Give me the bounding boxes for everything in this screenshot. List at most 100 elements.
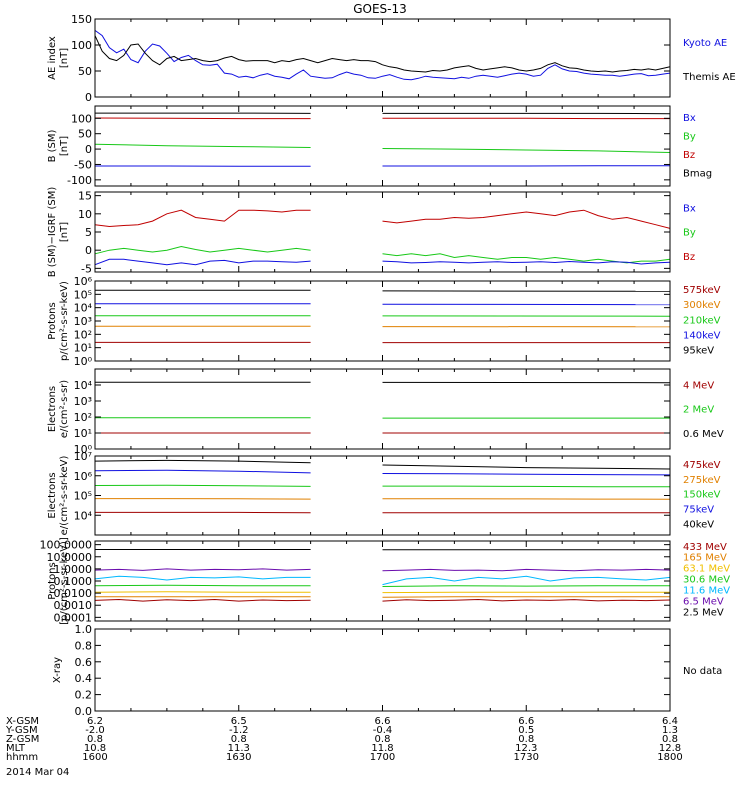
y-tick-label: 0.2 [75,689,93,702]
y-tick-label: 10¹ [74,342,92,355]
y-tick-label: 100 [71,39,92,52]
ephemeris-value: 6.2 [87,716,103,727]
series-protons_high-4-seg0 [94,591,311,593]
legend-entry: 165 MeV [683,553,727,564]
y-tick-label: 10⁶ [74,470,93,483]
y-tick-label: 10¹ [74,427,92,440]
y-tick-label: 0.6 [75,656,93,669]
y-tick-label: 10⁴ [74,379,93,392]
y-tick-label: 10⁵ [74,490,92,503]
y-tick-label: 10⁶ [74,275,93,288]
y-axis-unit: e/(cm²-s-sr) [59,380,70,438]
legend-entry: 140keV [683,330,721,341]
y-tick-label: 0.8 [75,639,93,652]
y-tick-label: 1.0 [75,623,93,636]
series-protons_high-2-seg0 [94,575,311,581]
ephemeris-value: 6.5 [231,716,247,727]
panel-protons_high: 0.00010.00100.01000.10001.000010.0000100… [40,537,731,625]
legend-entry: 6.5 MeV [683,597,724,608]
y-tick-label: 0.1000 [54,575,93,588]
ephemeris-value: 6.4 [662,716,678,727]
y-tick-label: 0.0001 [54,611,93,624]
y-tick-label: 10³ [74,315,92,328]
y-axis-label: B (SM)−IGRF (SM) [47,187,58,278]
y-axis-unit: [nT] [59,222,70,242]
y-tick-label: 10⁷ [74,450,92,463]
y-tick-label: 10² [74,328,92,341]
legend-entry: 433 MeV [683,542,727,553]
ephemeris-value: 11.3 [228,743,250,754]
legend-entry: 75keV [683,505,714,516]
series-protons_high-6-seg1 [382,598,671,602]
series-electrons_kev-2-seg0 [94,484,311,487]
legend-entry: 150keV [683,490,721,501]
ephemeris-value: -1.2 [229,725,249,736]
date-label: 2014 Mar 04 [6,767,69,778]
ephemeris-value: 1700 [370,752,395,763]
panel-electrons_mev: 10⁰ 10¹ 10² 10³ 10⁴ Electrons e/(cm²-s-sr) 4 Me… [47,368,724,456]
legend-entry: By [683,131,696,142]
series-bigrf-2-seg1 [382,260,671,265]
legend-entry: 2.5 MeV [683,608,724,619]
y-tick-label: 0.0 [75,705,93,718]
ephemeris-value: 0.8 [87,734,103,745]
ephemeris-value: 12.3 [515,743,537,754]
panel-frame [94,280,671,362]
y-axis-label: AE index [47,36,58,80]
y-tick-label: 50 [78,65,92,78]
series-ae-1-seg0 [94,35,671,73]
y-axis-label: X-ray [52,657,63,683]
ephemeris-value: -2.0 [85,725,105,736]
y-tick-label: 0 [85,143,92,156]
legend-entry: 210keV [683,315,721,326]
series-protons_high-1-seg0 [94,568,311,571]
panel-frame [94,628,671,712]
legend-entry: 30.6 MeV [683,575,730,586]
ephemeris-row-label: X-GSM [6,716,39,727]
ephemeris-row-label: MLT [6,743,26,754]
panel-ae: 0 50 100 150 AE index [nT] Kyoto AE Themis AE [47,13,736,104]
legend-entry: By [683,228,696,239]
y-tick-label: 10.0000 [47,551,93,564]
legend-entry: 11.6 MeV [683,586,730,597]
ephemeris-value: 6.6 [375,716,391,727]
y-tick-label: -5 [81,262,92,275]
no-data-note: No data [683,666,722,677]
series-electrons_kev-0-seg0 [94,459,311,464]
ephemeris-value: -0.4 [373,725,393,736]
y-tick-label: 5 [85,226,92,239]
series-protons_high-2-seg1 [382,575,671,586]
ephemeris-value: 1800 [657,752,682,763]
y-tick-label: 50 [78,128,92,141]
legend-entry: Bz [683,150,695,161]
series-bigrf-1-seg0 [94,245,311,255]
legend-entry: 275keV [683,475,721,486]
y-tick-label: 10² [74,411,92,424]
legend-entry: Bz [683,252,695,263]
panel-bigrf: -5 0 5 10 15 B (SM)−IGRF (SM) [nT] Bx By Bz [47,187,696,278]
y-axis-unit: [nT] [59,136,70,156]
y-tick-label: 10⁴ [74,302,93,315]
y-tick-label: 0.0010 [54,599,93,612]
y-axis-label: Protons [47,562,58,599]
ephemeris-value: 0.8 [518,734,534,745]
legend-entry: Themis AE [682,72,736,83]
ephemeris-value: 0.5 [518,725,534,736]
y-axis-unit: e/(cm²-s-sr-keV) [59,456,70,536]
y-tick-label: 1.0000 [54,563,93,576]
y-tick-label: 10⁴ [74,509,93,522]
panel-bsm: -100 -50 0 50 100 B (SM) [nT] Bx By Bz Bmag [47,105,712,187]
series-electrons_kev-1-seg0 [94,469,311,474]
y-axis-label: Protons [47,302,58,339]
ephemeris-value: 0.8 [231,734,247,745]
legend-entry: 2 MeV [683,405,714,416]
y-axis-unit: p/(cm²-s-sr-keV) [59,281,70,361]
ephemeris-row-label: hhmm [6,752,38,763]
legend-entry: Kyoto AE [683,38,727,49]
ephemeris-row-label: Z-GSM [6,734,39,745]
series-bsm-2-seg0 [94,143,311,148]
y-tick-label: 10 [78,208,92,221]
ephemeris-value: 0.8 [375,734,391,745]
